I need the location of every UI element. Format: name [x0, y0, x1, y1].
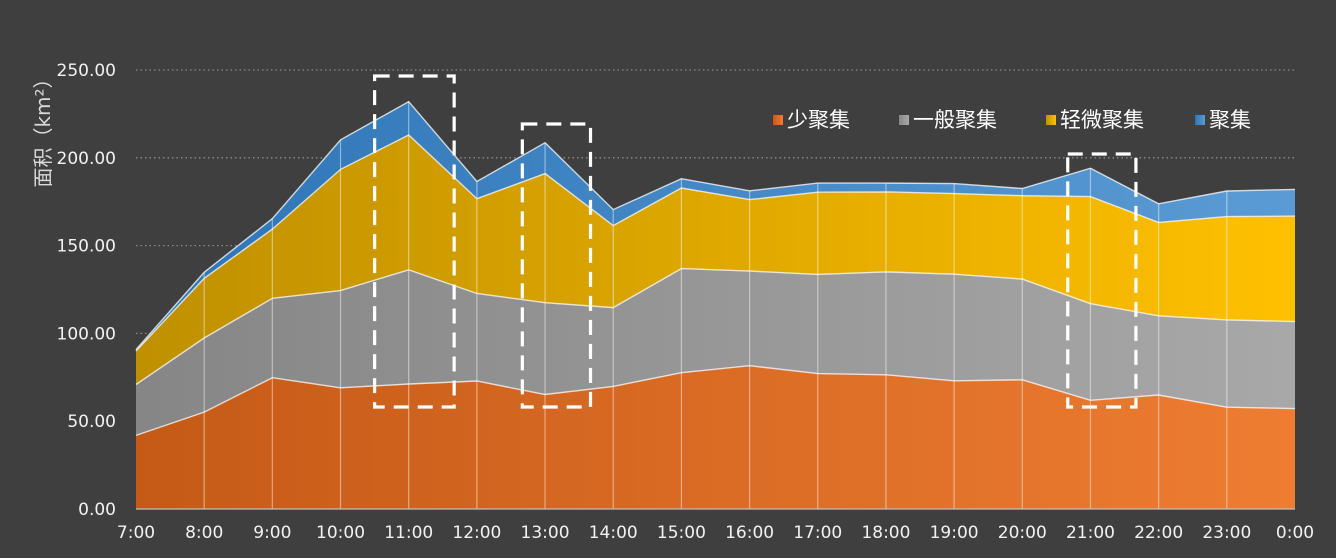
x-tick-label: 10:00	[316, 523, 365, 543]
x-tick-label: 22:00	[1134, 523, 1183, 543]
x-tick-label: 11:00	[384, 523, 433, 543]
legend-label: 轻微聚集	[1060, 108, 1144, 132]
y-tick-label: 100.00	[57, 324, 116, 344]
area-series-2	[136, 268, 1295, 436]
x-tick-label: 14:00	[589, 523, 638, 543]
y-tick-label: 50.00	[67, 412, 116, 432]
series-boundary-2	[135, 267, 1296, 386]
x-tick-label: 23:00	[1202, 523, 1251, 543]
area-series-3	[136, 135, 1295, 385]
legend-swatch	[1046, 115, 1056, 125]
area-series-1	[136, 365, 1295, 509]
y-axis-title: 面积（km²）	[31, 68, 55, 187]
x-tick-label: 9:00	[253, 523, 291, 543]
legend-swatch	[1195, 115, 1205, 125]
y-tick-label: 250.00	[57, 61, 116, 81]
legend-swatch	[773, 115, 783, 125]
series-boundary-4	[135, 100, 1296, 351]
x-tick-label: 17:00	[793, 523, 842, 543]
x-tick-label: 21:00	[1066, 523, 1115, 543]
series-boundary-1	[135, 364, 1296, 437]
legend-label: 一般聚集	[913, 108, 997, 132]
x-tick-label: 19:00	[930, 523, 979, 543]
highlight-boxes	[373, 74, 1138, 409]
legend-item: 少聚集	[773, 108, 850, 132]
y-tick-label: 150.00	[57, 237, 116, 257]
legend: 少聚集 一般聚集 轻微聚集 聚集	[773, 108, 1251, 132]
axes: 0.00 50.00 100.00 150.00 200.00 250.00 7:00 8:0…	[57, 61, 1315, 543]
legend-swatch	[899, 115, 909, 125]
x-tick-label: 7:00	[117, 523, 155, 543]
x-tick-label: 13:00	[521, 523, 570, 543]
x-tick-label: 18:00	[861, 523, 910, 543]
x-tick-label: 20:00	[998, 523, 1047, 543]
highlight-box	[373, 74, 456, 409]
plot-area	[135, 100, 1296, 509]
legend-label: 少聚集	[787, 108, 850, 132]
x-tick-label: 8:00	[185, 523, 223, 543]
highlight-box	[520, 122, 593, 409]
y-tick-label: 0.00	[78, 500, 116, 520]
highlight-box	[1066, 152, 1138, 409]
legend-item: 聚集	[1195, 108, 1251, 132]
legend-item: 一般聚集	[899, 108, 997, 132]
x-tick-label: 16:00	[725, 523, 774, 543]
legend-label: 聚集	[1209, 108, 1251, 132]
y-tick-label: 200.00	[57, 149, 116, 169]
legend-item: 轻微聚集	[1046, 108, 1144, 132]
x-tick-label: 12:00	[452, 523, 501, 543]
x-tick-label: 15:00	[657, 523, 706, 543]
x-tick-label: 0:00	[1276, 523, 1314, 543]
series-boundary-3	[135, 134, 1296, 352]
